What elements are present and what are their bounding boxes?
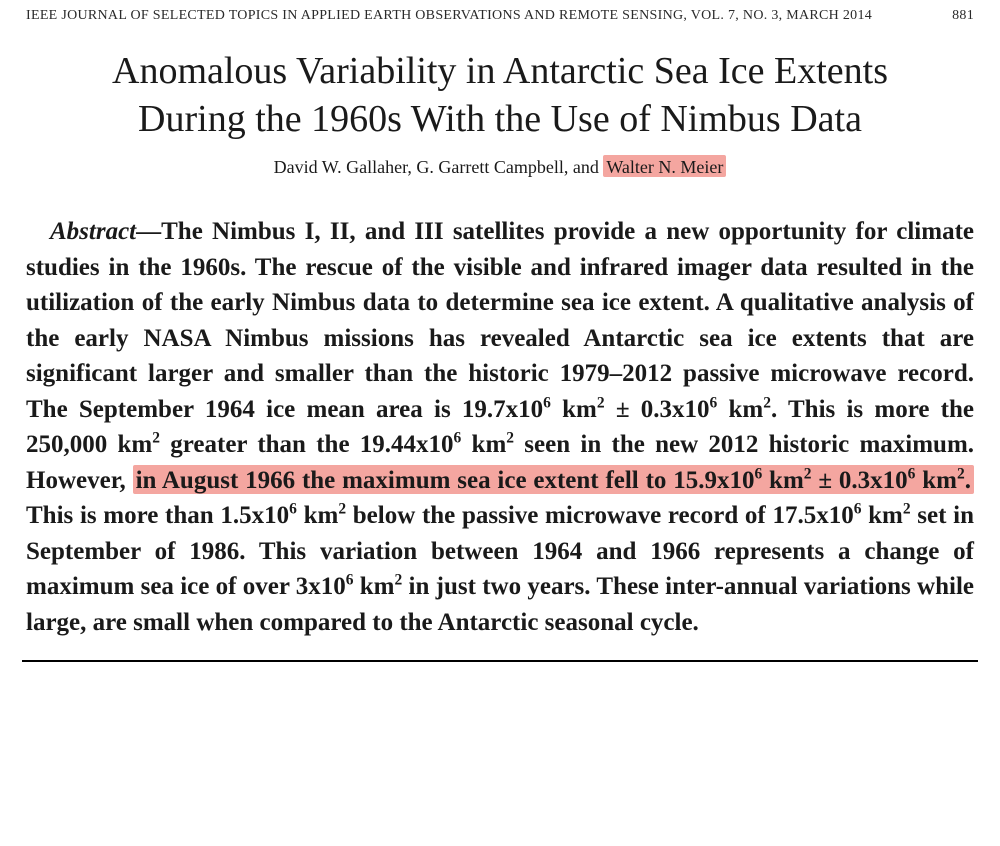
separator: , and: [564, 157, 604, 177]
journal-citation: IEEE JOURNAL OF SELECTED TOPICS IN APPLI…: [26, 8, 872, 24]
exp-2: 2: [152, 430, 160, 447]
title-line-2: During the 1960s With the Use of Nimbus …: [138, 98, 862, 140]
plus-minus: ±: [812, 467, 839, 494]
author-line: David W. Gallaher, G. Garrett Campbell, …: [22, 157, 978, 178]
page-number: 881: [952, 8, 974, 24]
unit-km2: km2: [717, 396, 771, 423]
abstract: Abstract—The Nimbus I, II, and III satel…: [22, 214, 978, 640]
article-title: Anomalous Variability in Antarctic Sea I…: [32, 48, 968, 143]
abstract-label: Abstract: [50, 218, 136, 245]
abstract-text: greater than the: [160, 431, 360, 458]
abstract-text: .: [965, 467, 971, 494]
abstract-dash: —: [136, 218, 161, 245]
abstract-text: in August 1966 the maximum sea ice exten…: [136, 467, 674, 494]
plus-minus: ±: [605, 396, 641, 423]
unit-km2: km2: [551, 396, 605, 423]
value-1.5e6: 1.5x106: [220, 502, 297, 529]
author-1: David W. Gallaher: [274, 157, 408, 177]
unit-km2: km2: [461, 431, 514, 458]
highlighted-passage: in August 1966 the maximum sea ice exten…: [133, 465, 974, 494]
unit-km2: km2: [297, 502, 346, 529]
value-0.3e6: 0.3x106: [641, 396, 718, 423]
value-17.5e6: 17.5x106: [772, 502, 861, 529]
value-0.3e6: 0.3x106: [839, 467, 916, 494]
running-header: IEEE JOURNAL OF SELECTED TOPICS IN APPLI…: [22, 8, 978, 30]
abstract-text: The Nimbus I, II, and III satellites pro…: [26, 218, 974, 423]
value-19.7e6: 19.7x106: [462, 396, 551, 423]
author-3-highlighted: Walter N. Meier: [603, 155, 726, 177]
bottom-rule: [22, 660, 978, 662]
unit-km2: km2: [861, 502, 910, 529]
unit-km2: km2: [353, 573, 402, 600]
author-2: G. Garrett Campbell: [416, 157, 563, 177]
value-19.44e6: 19.44x106: [360, 431, 462, 458]
paper-page: IEEE JOURNAL OF SELECTED TOPICS IN APPLI…: [0, 0, 1000, 662]
abstract-text: below the passive microwave record of: [346, 502, 772, 529]
title-block: Anomalous Variability in Antarctic Sea I…: [22, 48, 978, 178]
value-15.9e6: 15.9x106: [673, 467, 762, 494]
abstract-text: This is more than: [26, 502, 220, 529]
unit-km2: km2: [762, 467, 811, 494]
value-3e6: 3x106: [296, 573, 354, 600]
unit-km2: km2: [915, 467, 964, 494]
title-line-1: Anomalous Variability in Antarctic Sea I…: [112, 50, 888, 92]
